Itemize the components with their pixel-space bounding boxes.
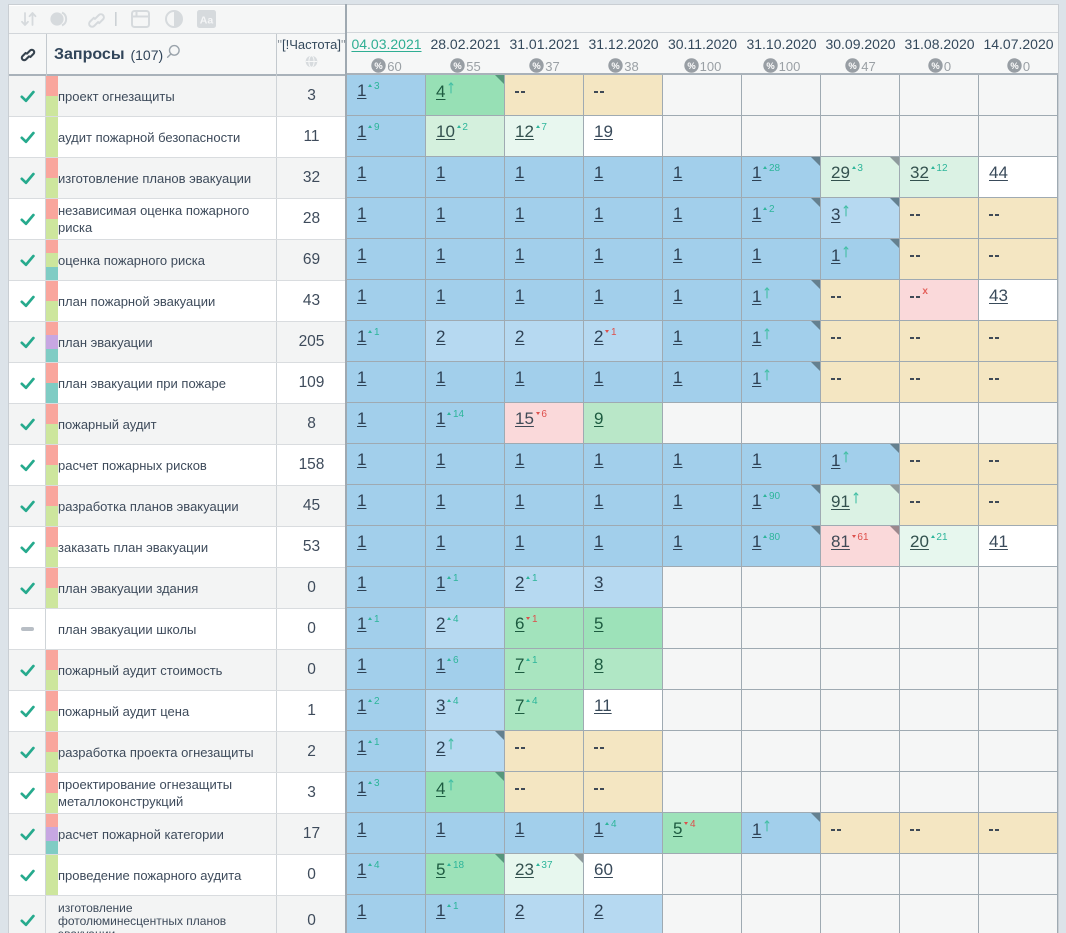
svg-text:%: % xyxy=(454,60,463,71)
svg-text:%: % xyxy=(1010,60,1019,71)
svg-text:%: % xyxy=(533,60,542,71)
svg-text:%: % xyxy=(612,60,621,71)
svg-text:%: % xyxy=(849,60,858,71)
svg-text:Aa: Aa xyxy=(200,15,214,27)
svg-text:%: % xyxy=(375,60,384,71)
svg-text:%: % xyxy=(687,60,696,71)
svg-text:%: % xyxy=(931,60,940,71)
svg-text:%: % xyxy=(766,60,775,71)
